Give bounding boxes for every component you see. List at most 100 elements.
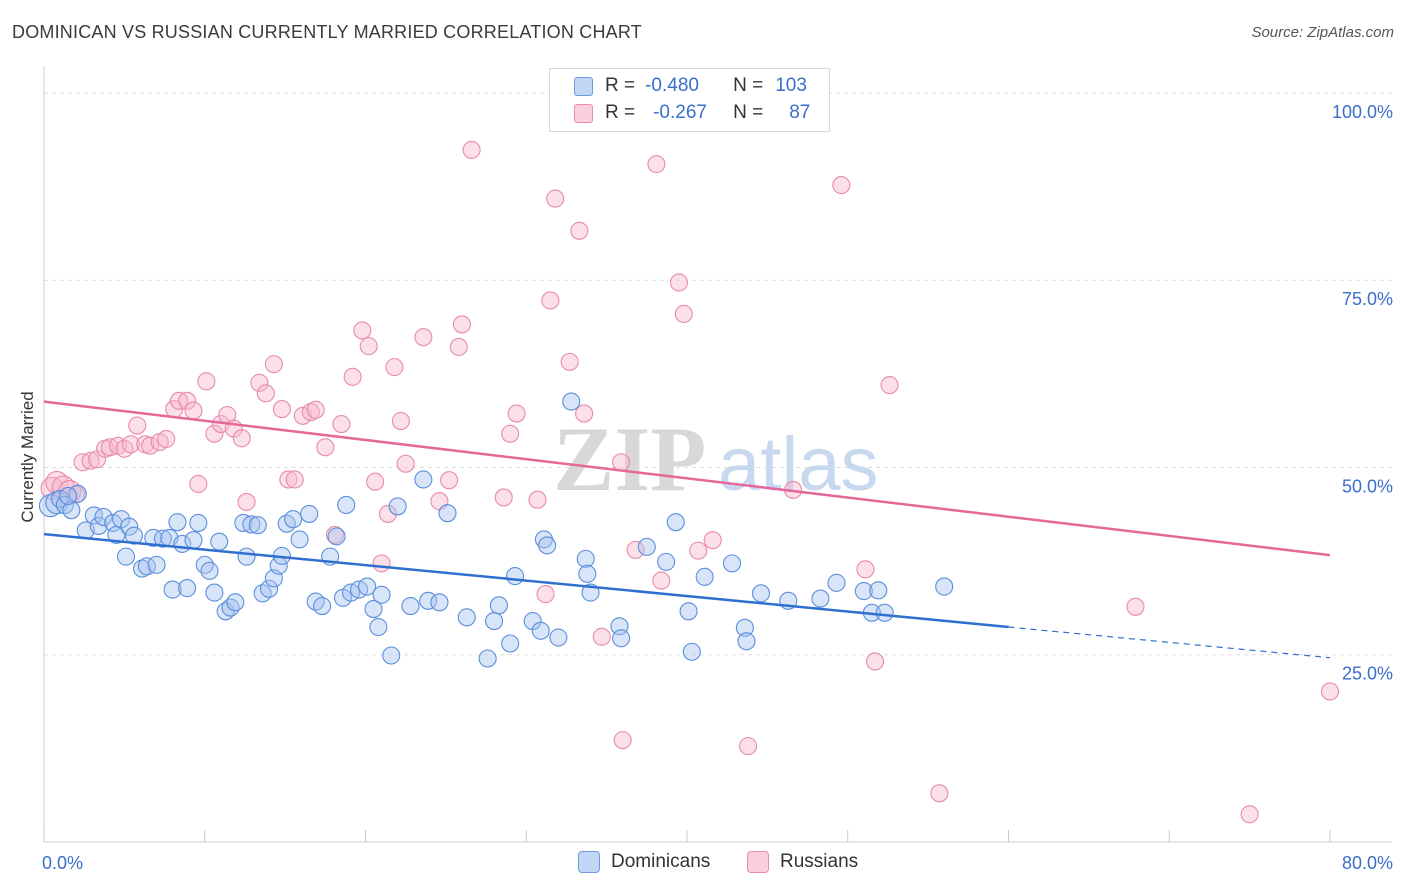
russian-point	[189, 474, 208, 494]
dominican-point	[290, 530, 309, 549]
dominican-point	[679, 602, 698, 621]
dominican-point	[242, 515, 261, 534]
dominican-point	[62, 501, 81, 520]
russian-point	[1240, 805, 1259, 824]
dominican-point	[578, 564, 597, 583]
legend-n-value: 87	[789, 102, 811, 123]
dominican-point	[382, 646, 401, 665]
dominican-point	[89, 516, 108, 535]
russian-point	[739, 737, 758, 756]
russian-point	[332, 414, 351, 434]
dominican-point	[372, 585, 391, 604]
russian-point	[205, 424, 224, 443]
dominican-point	[221, 598, 240, 617]
dominican-point	[478, 649, 497, 668]
russian-point	[575, 404, 594, 423]
dominican-point	[184, 531, 203, 550]
dominican-point	[485, 611, 504, 631]
y-tick-label: 75.0%	[1342, 289, 1393, 309]
russian-point	[626, 540, 645, 559]
russian-point	[613, 731, 632, 750]
legend-n-value: 103	[775, 75, 807, 96]
russian-point	[316, 438, 335, 457]
dominican-point	[722, 554, 742, 573]
russian-point	[306, 400, 325, 419]
legend-r-label: R =	[605, 75, 636, 96]
russian-point	[250, 373, 269, 392]
dominican-point	[549, 628, 568, 647]
russian-point	[366, 472, 385, 491]
russian-point	[507, 404, 526, 423]
dominican-point	[401, 597, 420, 616]
russian-point	[396, 454, 415, 473]
russian-point	[237, 492, 256, 511]
dominican-point	[248, 516, 267, 535]
dominican-point	[358, 577, 377, 596]
russian-point	[541, 291, 560, 310]
stats-legend: R = -0.480 N = 103 R = -0.267 N = 87	[549, 68, 830, 132]
russian-point	[560, 352, 579, 371]
russian-point	[279, 470, 298, 489]
dominican-point	[869, 581, 888, 600]
dominican-point	[327, 527, 346, 546]
dominican-point	[657, 552, 676, 571]
russian-point	[51, 475, 75, 499]
russian-point	[440, 471, 459, 490]
dominican-point	[147, 555, 166, 574]
russian-point	[880, 376, 899, 395]
russian-point	[462, 140, 481, 159]
dominican-point	[811, 589, 830, 608]
dominicans-points	[38, 392, 954, 668]
legend-n-label: N =	[733, 75, 764, 96]
dominican-point	[237, 547, 256, 566]
dominican-point	[875, 603, 894, 622]
dominican-point	[505, 567, 525, 586]
russian-point	[128, 416, 147, 435]
dominican-point	[84, 506, 103, 525]
dominican-point	[189, 513, 208, 532]
dominican-point	[168, 513, 187, 532]
russian-point	[674, 304, 693, 323]
dominican-point	[133, 559, 152, 578]
dominican-point	[414, 470, 433, 489]
dominican-point	[38, 494, 62, 518]
x-tick-label: 80.0%	[1342, 853, 1393, 873]
dominicans-trendline-extension	[1008, 626, 1331, 659]
tick-labels: 25.0% 50.0% 75.0% 100.0% 0.0% 80.0%	[42, 102, 1393, 873]
gridlines	[44, 92, 1392, 656]
dominican-point	[419, 591, 438, 610]
russian-point	[703, 531, 722, 550]
bottom-legend-dominicans: Dominicans	[578, 851, 710, 873]
russian-point	[689, 541, 708, 560]
legend-r-value: -0.480	[645, 75, 699, 96]
dominican-point	[313, 597, 332, 616]
dominican-point	[137, 557, 156, 576]
trendlines	[43, 400, 1331, 659]
russian-point	[359, 337, 378, 356]
dominican-point	[195, 555, 214, 574]
russian-point	[264, 355, 283, 374]
bottom-legend-russians: Russians	[747, 851, 858, 873]
legend-row-russians: R = -0.267 N = 87	[574, 101, 810, 125]
dominican-point	[120, 517, 139, 536]
russian-point	[178, 391, 197, 410]
dominican-point	[695, 567, 714, 586]
russian-point	[449, 337, 468, 356]
russian-point	[81, 451, 100, 470]
dominican-point	[457, 608, 476, 627]
russian-point	[272, 400, 291, 419]
dominican-point	[364, 600, 383, 619]
russian-point	[501, 424, 520, 443]
dominican-point	[501, 634, 520, 653]
dominican-point	[827, 573, 846, 592]
russian-point	[930, 784, 949, 803]
dominican-point	[737, 632, 756, 651]
dominican-point	[562, 392, 581, 411]
russian-point	[232, 429, 251, 448]
russian-point	[391, 412, 410, 431]
russian-point	[612, 453, 631, 472]
russian-point	[372, 554, 391, 573]
russian-point	[652, 571, 671, 590]
russian-point	[1126, 597, 1145, 616]
